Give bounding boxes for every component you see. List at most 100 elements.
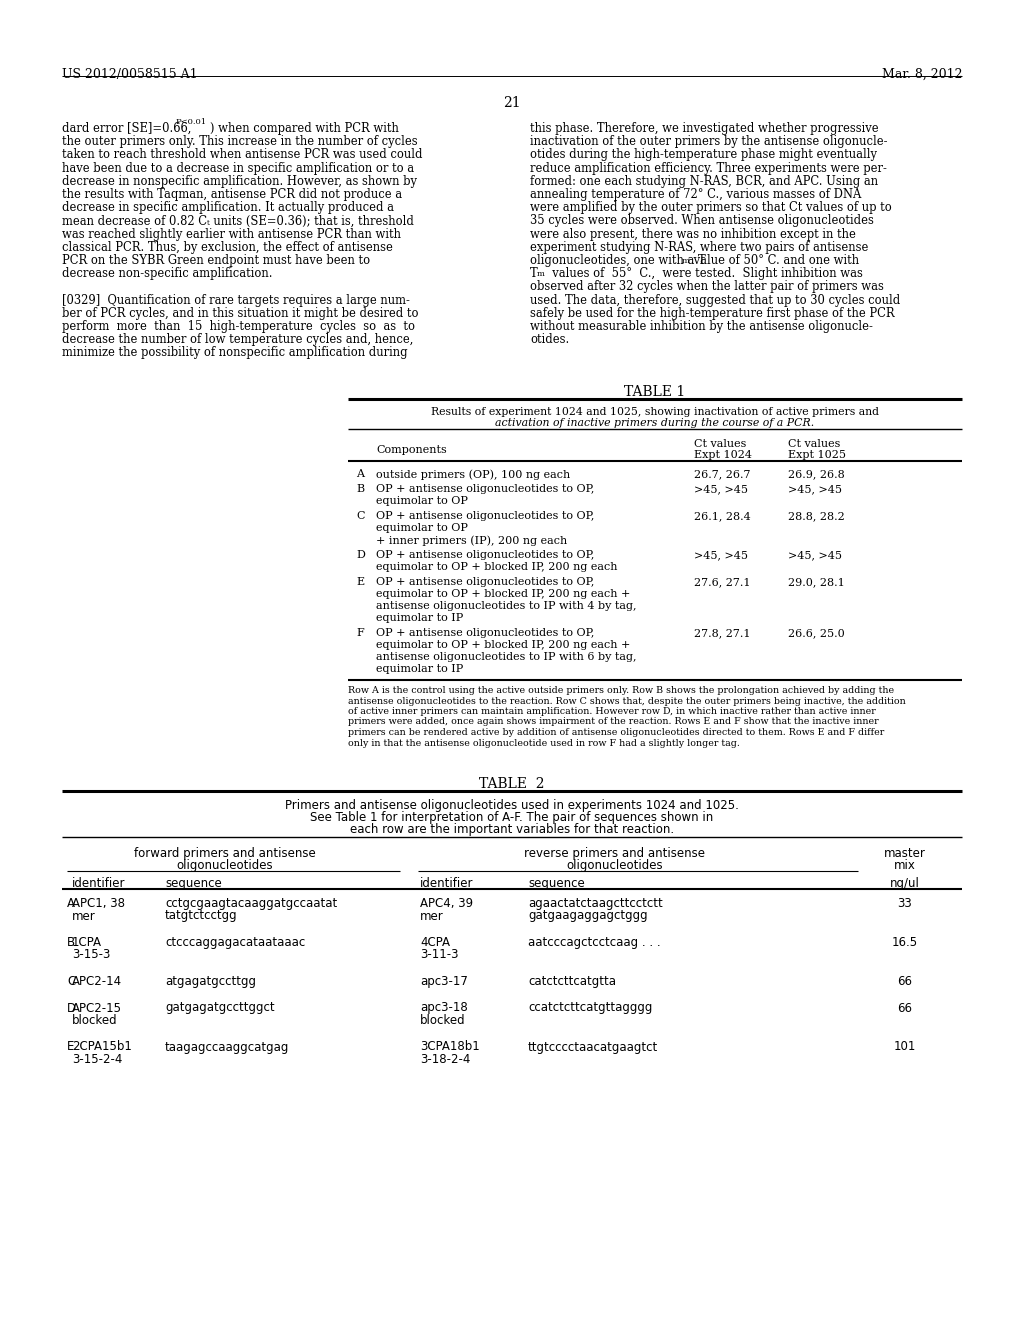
Text: Ct values: Ct values xyxy=(694,440,746,449)
Text: Components: Components xyxy=(376,445,446,455)
Text: 3-18-2-4: 3-18-2-4 xyxy=(420,1053,470,1067)
Text: 3CPA18b1: 3CPA18b1 xyxy=(420,1040,480,1053)
Text: mer: mer xyxy=(72,909,96,923)
Text: the outer primers only. This increase in the number of cycles: the outer primers only. This increase in… xyxy=(62,135,418,148)
Text: Row A is the control using the active outside primers only. Row B shows the prol: Row A is the control using the active ou… xyxy=(348,686,894,696)
Text: ) when compared with PCR with: ) when compared with PCR with xyxy=(210,121,399,135)
Text: sequence: sequence xyxy=(528,876,585,890)
Text: dard error [SE]=0.66,: dard error [SE]=0.66, xyxy=(62,121,191,135)
Text: catctcttcatgtta: catctcttcatgtta xyxy=(528,975,616,987)
Text: C: C xyxy=(356,511,365,521)
Text: E: E xyxy=(67,1040,75,1053)
Text: apc3-18: apc3-18 xyxy=(420,1002,468,1015)
Text: oligonucleotides, one with a T: oligonucleotides, one with a T xyxy=(530,253,706,267)
Text: decrease in specific amplification. It actually produced a: decrease in specific amplification. It a… xyxy=(62,201,394,214)
Text: equimolar to IP: equimolar to IP xyxy=(376,612,463,623)
Text: primers were added, once again shows impairment of the reaction. Rows E and F sh: primers were added, once again shows imp… xyxy=(348,718,879,726)
Text: otides.: otides. xyxy=(530,333,569,346)
Text: F: F xyxy=(356,628,364,638)
Text: TABLE 1: TABLE 1 xyxy=(625,385,686,399)
Text: B: B xyxy=(67,936,75,949)
Text: reverse primers and antisense: reverse primers and antisense xyxy=(524,847,706,861)
Text: identifier: identifier xyxy=(72,876,126,890)
Text: Expt 1025: Expt 1025 xyxy=(788,450,846,459)
Text: the results with Taqman, antisense PCR did not produce a: the results with Taqman, antisense PCR d… xyxy=(62,187,402,201)
Text: 3-15-2-4: 3-15-2-4 xyxy=(72,1053,123,1067)
Text: >45, >45: >45, >45 xyxy=(788,484,842,494)
Text: mix: mix xyxy=(894,859,915,873)
Text: 3-15-3: 3-15-3 xyxy=(72,949,111,961)
Text: this phase. Therefore, we investigated whether progressive: this phase. Therefore, we investigated w… xyxy=(530,121,879,135)
Text: mer: mer xyxy=(420,909,443,923)
Text: outside primers (OP), 100 ng each: outside primers (OP), 100 ng each xyxy=(376,469,570,479)
Text: ccatctcttcatgttagggg: ccatctcttcatgttagggg xyxy=(528,1002,652,1015)
Text: ng/ul: ng/ul xyxy=(890,876,920,890)
Text: Mar. 8, 2012: Mar. 8, 2012 xyxy=(882,69,962,81)
Text: taagagccaaggcatgag: taagagccaaggcatgag xyxy=(165,1040,290,1053)
Text: forward primers and antisense: forward primers and antisense xyxy=(134,847,315,861)
Text: T: T xyxy=(530,267,538,280)
Text: was reached slightly earlier with antisense PCR than with: was reached slightly earlier with antise… xyxy=(62,227,401,240)
Text: 27.6, 27.1: 27.6, 27.1 xyxy=(694,577,751,587)
Text: [0329]  Quantification of rare targets requires a large num-: [0329] Quantification of rare targets re… xyxy=(62,293,410,306)
Text: agaactatctaagcttcctctt: agaactatctaagcttcctctt xyxy=(528,898,663,909)
Text: ber of PCR cycles, and in this situation it might be desired to: ber of PCR cycles, and in this situation… xyxy=(62,306,419,319)
Text: APC4, 39: APC4, 39 xyxy=(420,898,473,909)
Text: ttgtcccctaacatgaagtct: ttgtcccctaacatgaagtct xyxy=(528,1040,658,1053)
Text: experiment studying N-RAS, where two pairs of antisense: experiment studying N-RAS, where two pai… xyxy=(530,240,868,253)
Text: were also present, there was no inhibition except in the: were also present, there was no inhibiti… xyxy=(530,227,856,240)
Text: US 2012/0058515 A1: US 2012/0058515 A1 xyxy=(62,69,198,81)
Text: were amplified by the outer primers so that Ct values of up to: were amplified by the outer primers so t… xyxy=(530,201,892,214)
Text: used. The data, therefore, suggested that up to 30 cycles could: used. The data, therefore, suggested tha… xyxy=(530,293,900,306)
Text: antisense oligonucleotides to IP with 4 by tag,: antisense oligonucleotides to IP with 4 … xyxy=(376,601,637,611)
Text: >45, >45: >45, >45 xyxy=(788,550,842,560)
Text: classical PCR. Thus, by exclusion, the effect of antisense: classical PCR. Thus, by exclusion, the e… xyxy=(62,240,393,253)
Text: primers can be rendered active by addition of antisense oligonucleotides directe: primers can be rendered active by additi… xyxy=(348,729,885,737)
Text: m: m xyxy=(537,271,545,279)
Text: OP + antisense oligonucleotides to OP,: OP + antisense oligonucleotides to OP, xyxy=(376,628,594,638)
Text: apc3-17: apc3-17 xyxy=(420,975,468,987)
Text: D: D xyxy=(356,550,365,560)
Text: See Table 1 for interpretation of A-F. The pair of sequences shown in: See Table 1 for interpretation of A-F. T… xyxy=(310,810,714,824)
Text: 2CPA15b1: 2CPA15b1 xyxy=(72,1040,132,1053)
Text: 27.8, 27.1: 27.8, 27.1 xyxy=(694,628,751,638)
Text: safely be used for the high-temperature first phase of the PCR: safely be used for the high-temperature … xyxy=(530,306,895,319)
Text: Expt 1024: Expt 1024 xyxy=(694,450,752,459)
Text: 21: 21 xyxy=(503,96,521,110)
Text: 26.7, 26.7: 26.7, 26.7 xyxy=(694,469,751,479)
Text: 26.6, 25.0: 26.6, 25.0 xyxy=(788,628,845,638)
Text: m: m xyxy=(682,257,690,265)
Text: 26.1, 28.4: 26.1, 28.4 xyxy=(694,511,751,521)
Text: equimolar to OP + blocked IP, 200 ng each +: equimolar to OP + blocked IP, 200 ng eac… xyxy=(376,589,631,599)
Text: value of 50° C. and one with: value of 50° C. and one with xyxy=(690,253,859,267)
Text: 16.5: 16.5 xyxy=(892,936,919,949)
Text: otides during the high-temperature phase might eventually: otides during the high-temperature phase… xyxy=(530,148,877,161)
Text: >45, >45: >45, >45 xyxy=(694,550,748,560)
Text: 66: 66 xyxy=(897,975,912,987)
Text: cctgcgaagtacaaggatgccaatat: cctgcgaagtacaaggatgccaatat xyxy=(165,898,337,909)
Text: equimolar to IP: equimolar to IP xyxy=(376,664,463,675)
Text: OP + antisense oligonucleotides to OP,: OP + antisense oligonucleotides to OP, xyxy=(376,511,594,521)
Text: 66: 66 xyxy=(897,1002,912,1015)
Text: antisense oligonucleotides to IP with 6 by tag,: antisense oligonucleotides to IP with 6 … xyxy=(376,652,637,663)
Text: A: A xyxy=(67,898,75,909)
Text: gatgaagaggagctggg: gatgaagaggagctggg xyxy=(528,909,647,923)
Text: each row are the important variables for that reaction.: each row are the important variables for… xyxy=(350,822,674,836)
Text: annealing temperature of 72° C., various masses of DNA: annealing temperature of 72° C., various… xyxy=(530,187,861,201)
Text: equimolar to OP + blocked IP, 200 ng each: equimolar to OP + blocked IP, 200 ng eac… xyxy=(376,562,617,572)
Text: decrease in nonspecific amplification. However, as shown by: decrease in nonspecific amplification. H… xyxy=(62,174,417,187)
Text: reduce amplification efficiency. Three experiments were per-: reduce amplification efficiency. Three e… xyxy=(530,161,887,174)
Text: oligonucleotides: oligonucleotides xyxy=(566,859,664,873)
Text: 33: 33 xyxy=(898,898,912,909)
Text: 101: 101 xyxy=(894,1040,916,1053)
Text: A: A xyxy=(356,469,364,479)
Text: mean decrease of 0.82 Cₜ units (SE=0.36); that is, threshold: mean decrease of 0.82 Cₜ units (SE=0.36)… xyxy=(62,214,414,227)
Text: blocked: blocked xyxy=(420,1014,466,1027)
Text: values of  55°  C.,  were tested.  Slight inhibition was: values of 55° C., were tested. Slight in… xyxy=(545,267,863,280)
Text: aatcccagctcctcaag . . .: aatcccagctcctcaag . . . xyxy=(528,936,660,949)
Text: Ct values: Ct values xyxy=(788,440,841,449)
Text: OP + antisense oligonucleotides to OP,: OP + antisense oligonucleotides to OP, xyxy=(376,577,594,587)
Text: Primers and antisense oligonucleotides used in experiments 1024 and 1025.: Primers and antisense oligonucleotides u… xyxy=(285,799,739,812)
Text: OP + antisense oligonucleotides to OP,: OP + antisense oligonucleotides to OP, xyxy=(376,550,594,560)
Text: equimolar to OP + blocked IP, 200 ng each +: equimolar to OP + blocked IP, 200 ng eac… xyxy=(376,640,631,649)
